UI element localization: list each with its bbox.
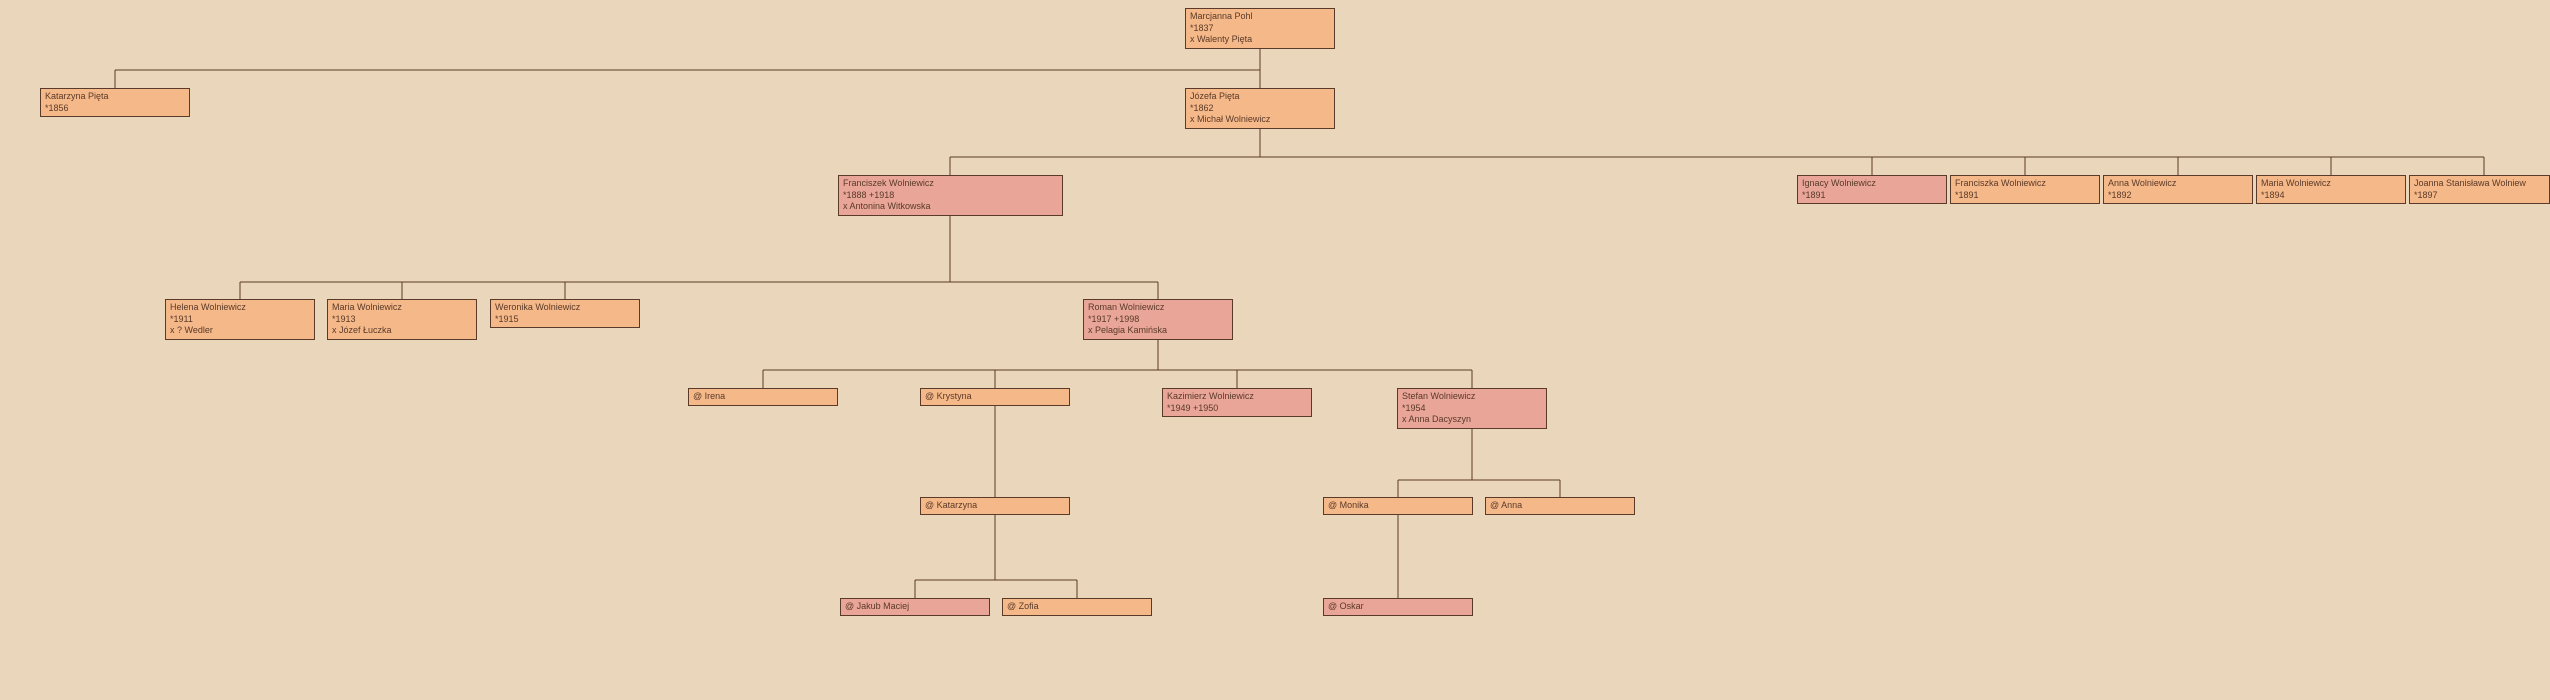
tree-node-maria2: Maria Wolniewicz*1913x Józef Łuczka (327, 299, 477, 340)
tree-node-weronika: Weronika Wolniewicz*1915 (490, 299, 640, 328)
tree-node-krystyna: @ Krystyna (920, 388, 1070, 406)
node-line: Maria Wolniewicz (2261, 178, 2401, 190)
node-line: Helena Wolniewicz (170, 302, 310, 314)
node-line: Joanna Stanisława Wolniew (2414, 178, 2545, 190)
tree-node-ignacy: Ignacy Wolniewicz*1891 (1797, 175, 1947, 204)
tree-node-kazimierz: Kazimierz Wolniewicz*1949 +1950 (1162, 388, 1312, 417)
node-line: @ Irena (693, 391, 833, 403)
tree-node-oskar: @ Oskar (1323, 598, 1473, 616)
node-line: Franciszka Wolniewicz (1955, 178, 2095, 190)
tree-node-katarzyna-pieta: Katarzyna Pięta*1856 (40, 88, 190, 117)
node-line: @ Jakub Maciej (845, 601, 985, 613)
tree-node-franciszek: Franciszek Wolniewicz*1888 +1918x Antoni… (838, 175, 1063, 216)
tree-node-monika: @ Monika (1323, 497, 1473, 515)
node-line: *1837 (1190, 23, 1330, 35)
node-line: @ Krystyna (925, 391, 1065, 403)
node-line: Roman Wolniewicz (1088, 302, 1228, 314)
tree-node-maria-woln: Maria Wolniewicz*1894 (2256, 175, 2406, 204)
node-line: *1911 (170, 314, 310, 326)
tree-node-roman: Roman Wolniewicz*1917 +1998x Pelagia Kam… (1083, 299, 1233, 340)
node-line: *1891 (1955, 190, 2095, 202)
tree-node-anna2: @ Anna (1485, 497, 1635, 515)
node-line: Franciszek Wolniewicz (843, 178, 1058, 190)
node-line: *1913 (332, 314, 472, 326)
node-line: *1856 (45, 103, 185, 115)
node-line: Kazimierz Wolniewicz (1167, 391, 1307, 403)
node-line: *1894 (2261, 190, 2401, 202)
tree-node-anna-woln: Anna Wolniewicz*1892 (2103, 175, 2253, 204)
node-line: @ Zofia (1007, 601, 1147, 613)
node-line: *1949 +1950 (1167, 403, 1307, 415)
node-line: x Pelagia Kamińska (1088, 325, 1228, 337)
tree-node-franciszka: Franciszka Wolniewicz*1891 (1950, 175, 2100, 204)
node-line: Stefan Wolniewicz (1402, 391, 1542, 403)
node-line: Józefa Pięta (1190, 91, 1330, 103)
node-line: *1888 +1918 (843, 190, 1058, 202)
node-line: x Anna Dacyszyn (1402, 414, 1542, 426)
node-line: Marcjanna Pohl (1190, 11, 1330, 23)
node-line: *1862 (1190, 103, 1330, 115)
tree-node-helena: Helena Wolniewicz*1911x ? Wedler (165, 299, 315, 340)
node-line: @ Oskar (1328, 601, 1468, 613)
node-line: Katarzyna Pięta (45, 91, 185, 103)
node-line: @ Anna (1490, 500, 1630, 512)
node-line: @ Monika (1328, 500, 1468, 512)
node-line: Maria Wolniewicz (332, 302, 472, 314)
tree-node-joanna: Joanna Stanisława Wolniew*1897 (2409, 175, 2550, 204)
node-line: *1897 (2414, 190, 2545, 202)
tree-node-zofia: @ Zofia (1002, 598, 1152, 616)
node-line: Ignacy Wolniewicz (1802, 178, 1942, 190)
node-line: x ? Wedler (170, 325, 310, 337)
tree-node-jozefa: Józefa Pięta*1862x Michał Wolniewicz (1185, 88, 1335, 129)
node-line: x Michał Wolniewicz (1190, 114, 1330, 126)
tree-node-marcjanna: Marcjanna Pohl*1837x Walenty Pięta (1185, 8, 1335, 49)
node-line: @ Katarzyna (925, 500, 1065, 512)
node-line: x Józef Łuczka (332, 325, 472, 337)
tree-node-stefan: Stefan Wolniewicz*1954x Anna Dacyszyn (1397, 388, 1547, 429)
node-line: x Walenty Pięta (1190, 34, 1330, 46)
node-line: *1892 (2108, 190, 2248, 202)
node-line: *1915 (495, 314, 635, 326)
tree-node-irena: @ Irena (688, 388, 838, 406)
node-line: *1917 +1998 (1088, 314, 1228, 326)
node-line: *1954 (1402, 403, 1542, 415)
node-line: x Antonina Witkowska (843, 201, 1058, 213)
tree-node-katarzyna2: @ Katarzyna (920, 497, 1070, 515)
node-line: Anna Wolniewicz (2108, 178, 2248, 190)
tree-node-jakub: @ Jakub Maciej (840, 598, 990, 616)
node-line: *1891 (1802, 190, 1942, 202)
node-line: Weronika Wolniewicz (495, 302, 635, 314)
